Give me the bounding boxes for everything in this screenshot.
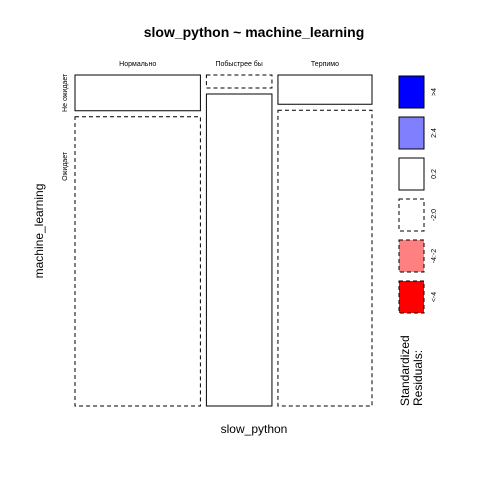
tile-побыстрее-бы-ожидает	[205, 93, 273, 407]
legend-swatch-5	[398, 280, 425, 314]
mosaic-tiles	[74, 74, 373, 407]
tile-терпимо-не-ожидает	[277, 74, 373, 105]
legend-swatch-1	[398, 116, 425, 150]
legend-label-5: <-4	[431, 292, 438, 302]
legend-label-1: 2:4	[431, 128, 438, 138]
x-tick-нормально: Нормально	[119, 61, 156, 68]
legend-swatch-3	[398, 198, 425, 232]
y-tick-labels: Не ожидает Ожидает	[62, 73, 69, 181]
legend-label-2: 0:2	[431, 169, 438, 179]
legend-label-3: -2:0	[431, 209, 438, 221]
x-axis-label: slow_python	[221, 422, 288, 436]
tile-терпимо-ожидает	[277, 109, 373, 407]
x-tick-labels: Нормально Побыстрее бы Терпимо	[119, 60, 339, 68]
y-tick-ожидает: Ожидает	[62, 151, 69, 181]
legend-swatch-2	[398, 157, 425, 191]
y-tick-не-ожидает: Не ожидает	[62, 73, 69, 112]
chart-title: slow_python ~ machine_learning	[144, 24, 365, 40]
legend-title-line1: Standardized	[398, 335, 412, 406]
tile-нормально-не-ожидает	[74, 74, 201, 112]
tile-нормально-ожидает	[74, 116, 201, 407]
x-tick-терпимо: Терпимо	[311, 61, 339, 68]
legend-swatch-0	[398, 75, 425, 109]
legend-label-0: >4	[431, 88, 438, 96]
legend-title-line2: Residuals:	[411, 350, 425, 406]
legend-swatch-4	[398, 239, 425, 273]
legend: >4 2:4 0:2 -2:0 -4:-2 <-4	[398, 75, 438, 314]
tile-побыстрее-бы-не-ожидает	[205, 74, 273, 89]
legend-label-4: -4:-2	[431, 249, 438, 264]
y-axis-label: machine_learning	[32, 184, 46, 279]
x-tick-побыстрее-бы: Побыстрее бы	[216, 60, 263, 68]
